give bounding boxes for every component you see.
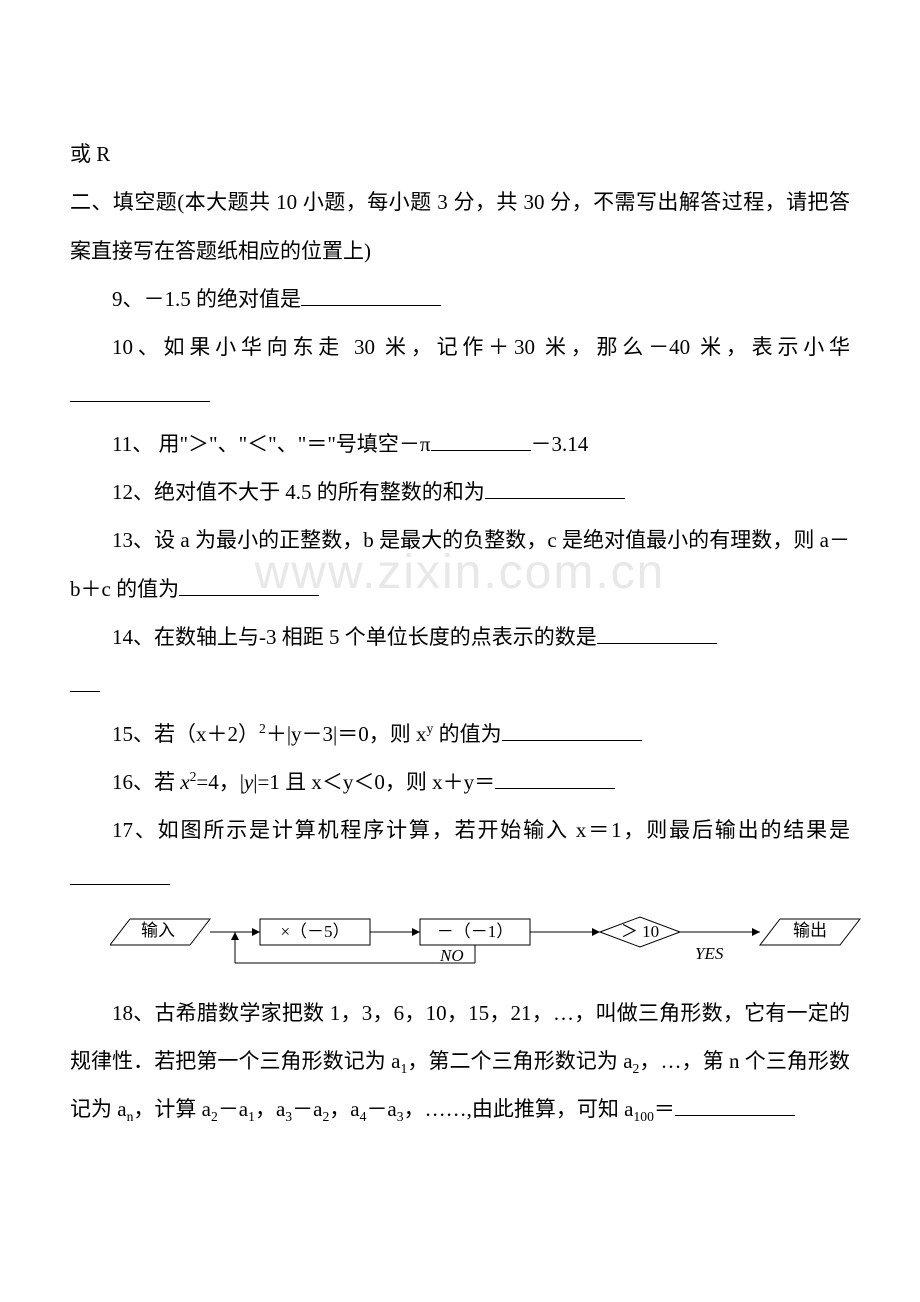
flowchart-diagram: 输入 ×（－5） －（－1） ＞ 10 YES	[110, 911, 870, 981]
sub-3b: 3	[397, 1110, 404, 1125]
blank	[502, 721, 642, 741]
q18-i: －a	[366, 1097, 396, 1121]
blank	[179, 576, 319, 596]
blank	[675, 1096, 795, 1116]
fc-yes: YES	[695, 944, 724, 963]
q18-b: ，第二个三角形数记为 a	[407, 1049, 632, 1073]
question-17: 17、如图所示是计算机程序计算，若开始输入 x＝1，则最后输出的结果是	[70, 806, 850, 903]
fc-decision: ＞ 10	[621, 922, 659, 941]
sub-100: 100	[633, 1110, 653, 1125]
q9-text: 9、－1.5 的绝对值是	[112, 287, 301, 311]
document-content: 或 R 二、填空题(本大题共 10 小题，每小题 3 分，共 30 分，不需写出…	[70, 130, 850, 1134]
blank	[495, 769, 615, 789]
q11-text-b: －3.14	[531, 432, 589, 456]
q17-text: 17、如图所示是计算机程序计算，若开始输入 x＝1，则最后输出的结果是	[112, 818, 850, 842]
q18-j: ，……,由此推算，可知 a	[404, 1097, 634, 1121]
q15-text-b: ＋|y－3|＝0，则 x	[266, 722, 427, 746]
q18-f: ，a	[255, 1097, 285, 1121]
question-16: 16、若 x2=4，|y|=1 且 x＜y＜0，则 x＋y＝	[70, 758, 850, 806]
q11-text-a: 11、 用"＞"、"＜"、"＝"号填空－π	[112, 432, 431, 456]
q18-e: －a	[218, 1097, 248, 1121]
question-10: 10、如果小华向东走 30 米，记作＋30 米，那么－40 米，表示小华	[70, 323, 850, 420]
q16-text-c: |=1 且 x＜y＜0，则 x＋y＝	[253, 770, 495, 794]
blank	[597, 624, 717, 644]
blank	[431, 431, 531, 451]
question-9: 9、－1.5 的绝对值是	[70, 275, 850, 323]
question-14-cont	[70, 661, 850, 709]
q10-text: 10、如果小华向东走 30 米，记作＋30 米，那么－40 米，表示小华	[112, 335, 850, 359]
blank	[70, 865, 170, 885]
q12-text: 12、绝对值不大于 4.5 的所有整数的和为	[112, 480, 485, 504]
italic-x: x	[180, 770, 189, 794]
fc-box1: ×（－5）	[280, 922, 349, 941]
blank	[70, 672, 100, 692]
fc-no: NO	[439, 946, 464, 965]
sup-2: 2	[259, 721, 266, 736]
sub-2b: 2	[211, 1110, 218, 1125]
question-13: 13、设 a 为最小的正整数，b 是最大的负整数，c 是绝对值最小的有理数，则 …	[70, 516, 850, 613]
blank	[485, 479, 625, 499]
fc-input-label: 输入	[141, 921, 175, 940]
sub-1b: 1	[248, 1110, 255, 1125]
header-or-r: 或 R	[70, 130, 850, 178]
q18-h: ，a	[329, 1097, 359, 1121]
q14-text: 14、在数轴上与-3 相距 5 个单位长度的点表示的数是	[112, 625, 597, 649]
fc-box2: －（－1）	[437, 922, 514, 941]
q15-text-a: 15、若（x＋2）	[112, 722, 259, 746]
question-14: 14、在数轴上与-3 相距 5 个单位长度的点表示的数是	[70, 613, 850, 661]
question-12: 12、绝对值不大于 4.5 的所有整数的和为	[70, 468, 850, 516]
q15-text-c: 的值为	[433, 722, 501, 746]
q16-text-b: =4，|	[196, 770, 244, 794]
section-title: 二、填空题(本大题共 10 小题，每小题 3 分，共 30 分，不需写出解答过程…	[70, 178, 850, 275]
q18-d: ，计算 a	[133, 1097, 211, 1121]
blank	[70, 382, 210, 402]
italic-y: y	[244, 770, 253, 794]
question-18: 18、古希腊数学家把数 1，3，6，10，15，21，…，叫做三角形数，它有一定…	[70, 989, 850, 1134]
fc-output-label: 输出	[793, 921, 827, 940]
q18-k: ＝	[654, 1097, 675, 1121]
q18-g: －a	[292, 1097, 322, 1121]
blank	[301, 286, 441, 306]
q16-text-a: 16、若	[112, 770, 180, 794]
question-11: 11、 用"＞"、"＜"、"＝"号填空－π －3.14	[70, 420, 850, 468]
question-15: 15、若（x＋2）2＋|y－3|＝0，则 xy 的值为	[70, 710, 850, 758]
